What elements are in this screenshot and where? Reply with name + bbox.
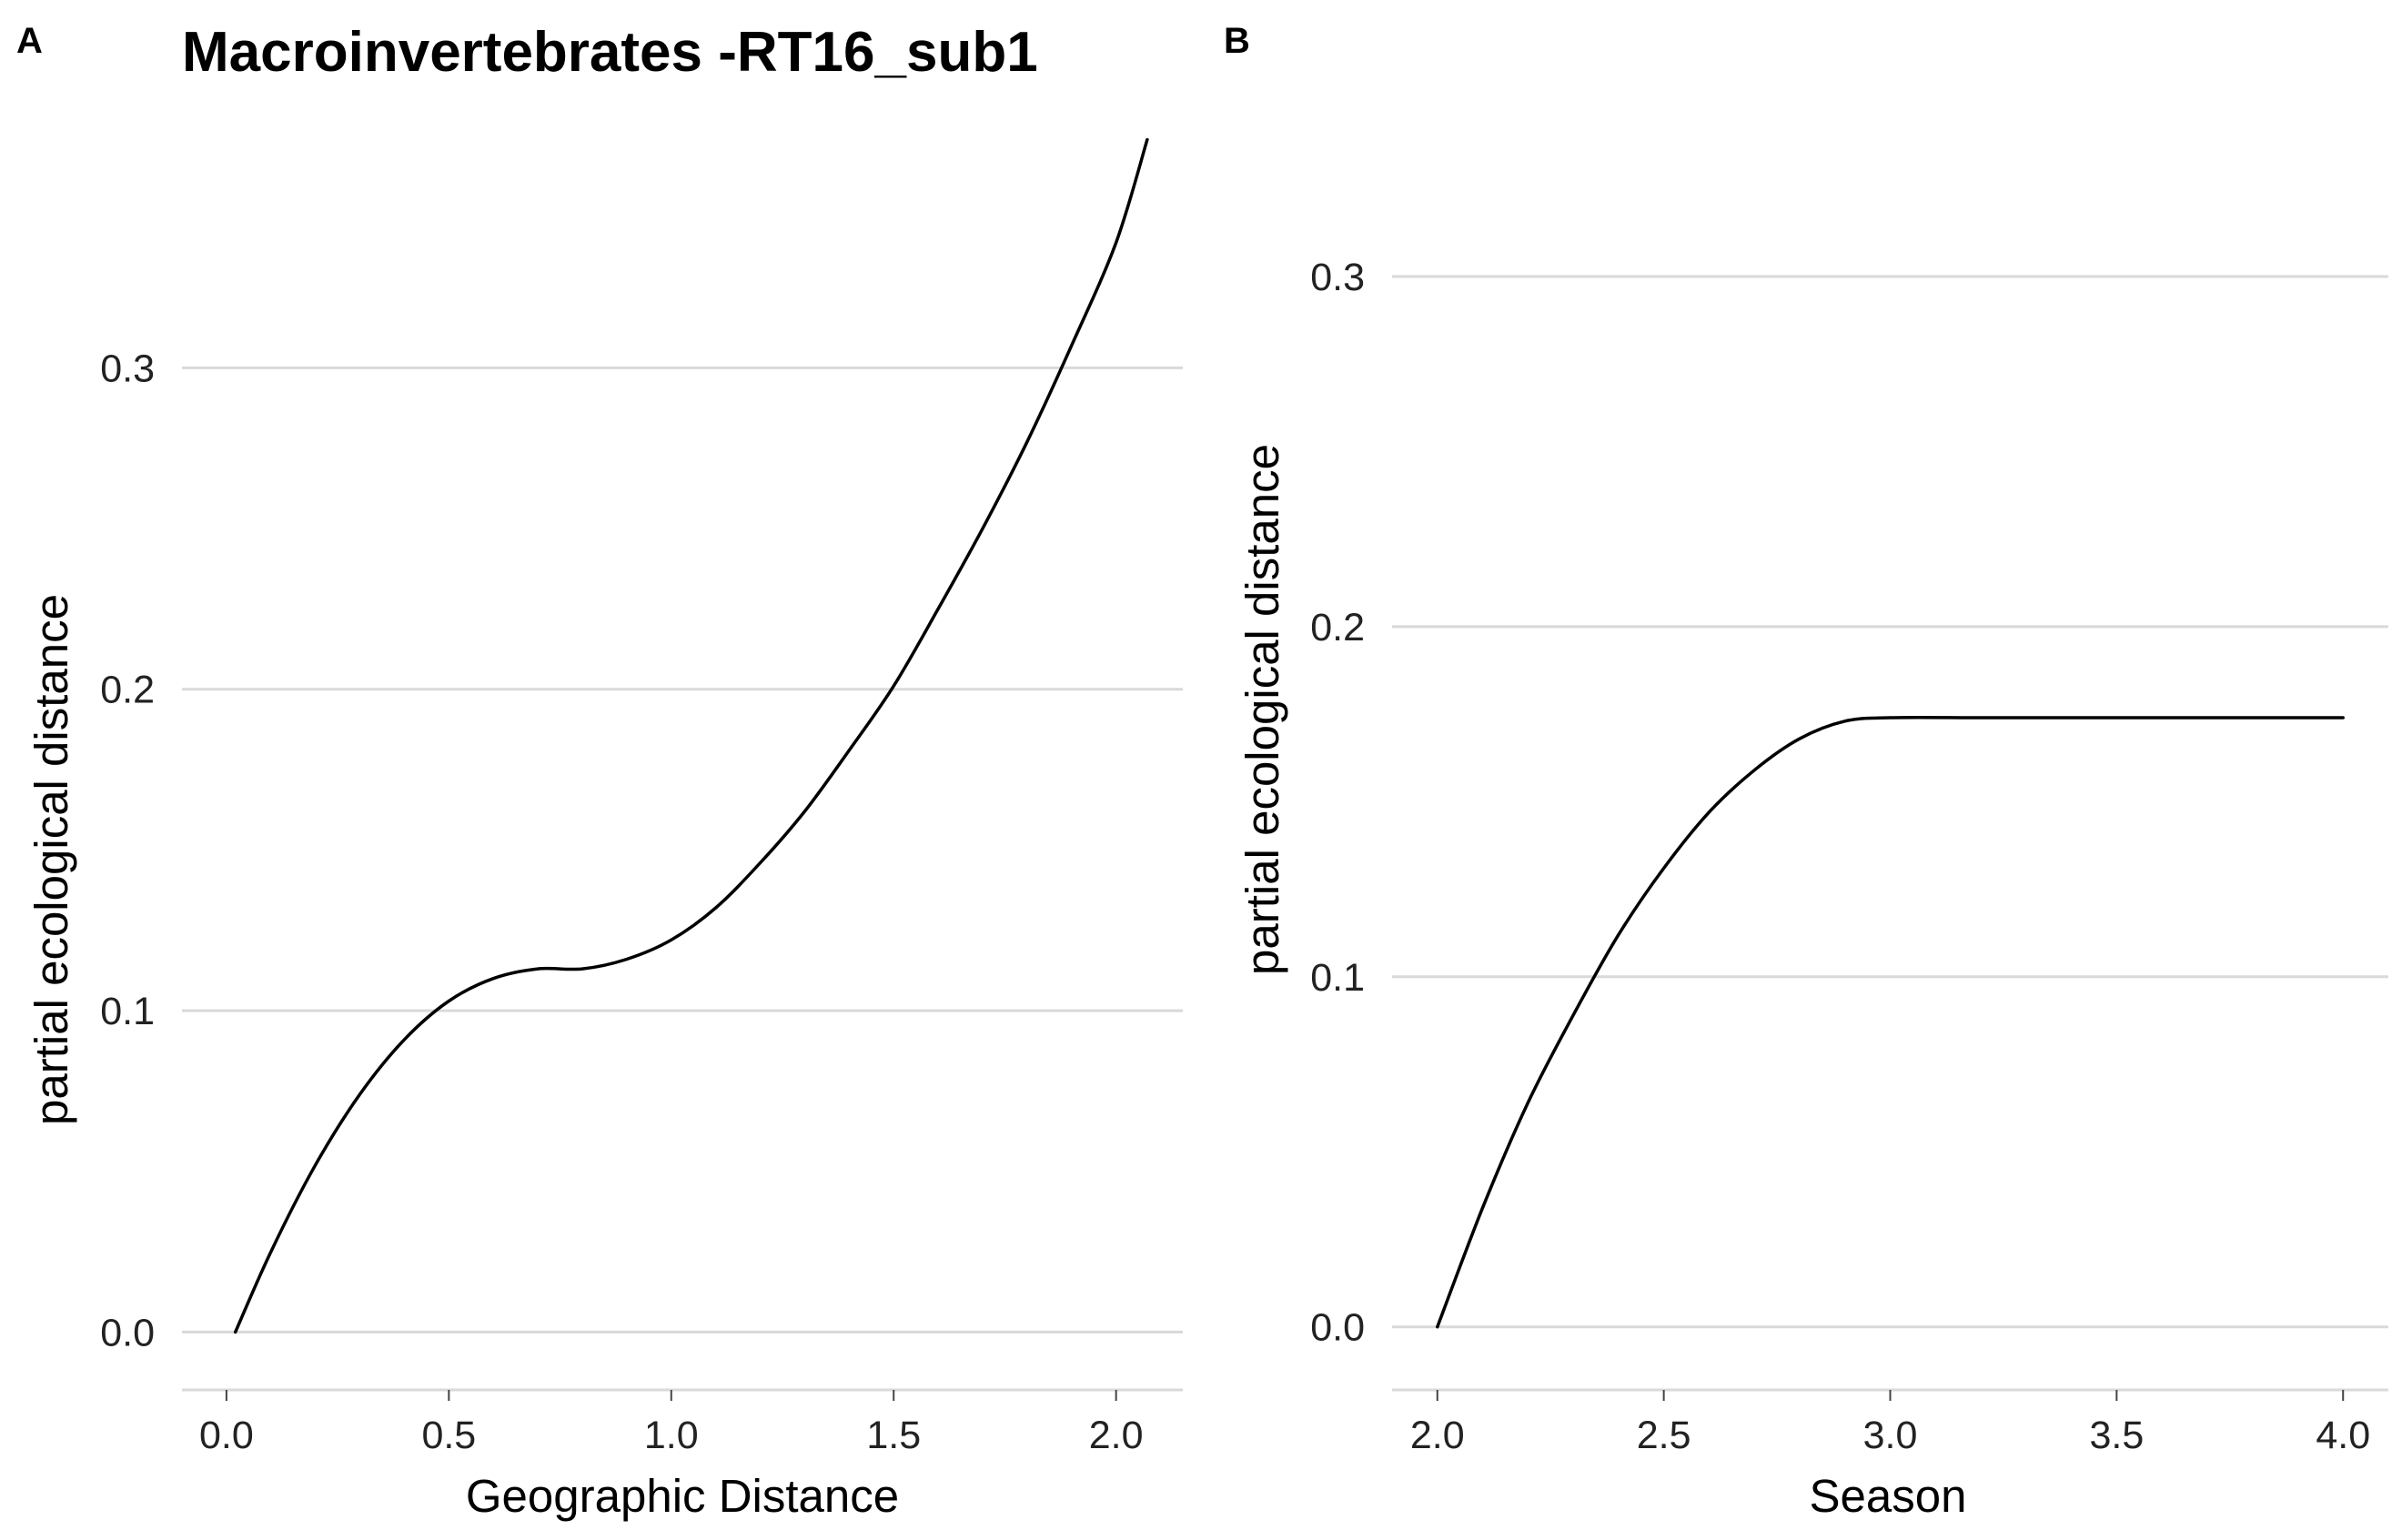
panel-b-series — [1436, 715, 2345, 1329]
panel-a-x-axis-label: Geographic Distance — [466, 1470, 899, 1522]
x-tick-label: 3.0 — [1863, 1414, 1918, 1457]
x-tick-label: 0.0 — [199, 1414, 254, 1457]
x-tick-label: 4.0 — [2316, 1414, 2370, 1457]
panel-b-y-tick-labels: 0.0 0.1 0.2 0.3 — [1310, 256, 1365, 1350]
panel-a-y-tick-labels: 0.0 0.1 0.2 0.3 — [100, 347, 155, 1354]
x-tick-label: 3.5 — [2089, 1414, 2144, 1457]
panel-a-x-tick-labels: 0.0 0.5 1.0 1.5 2.0 — [199, 1414, 1144, 1457]
x-tick-label: 1.5 — [866, 1414, 921, 1457]
y-tick-label: 0.1 — [100, 990, 155, 1033]
y-tick-label: 0.3 — [100, 347, 155, 390]
panel-a-y-axis-label: partial ecological distance — [25, 594, 77, 1125]
panel-b-letter: B — [1224, 21, 1250, 61]
panel-a-letter: A — [16, 21, 43, 61]
series-line — [1436, 715, 2345, 1329]
y-tick-label: 0.2 — [1310, 606, 1365, 649]
x-tick-label: 2.0 — [1410, 1414, 1465, 1457]
y-tick-label: 0.0 — [100, 1311, 155, 1354]
x-tick-label: 2.5 — [1637, 1414, 1691, 1457]
x-tick-label: 0.5 — [421, 1414, 476, 1457]
x-tick-label: 1.0 — [644, 1414, 699, 1457]
panel-a: A Macroinvertebrates -RT16_sub1 0.00.10.… — [16, 21, 1183, 1522]
y-tick-label: 0.2 — [100, 669, 155, 712]
panel-a-title: Macroinvertebrates -RT16_sub1 — [182, 21, 1038, 84]
panel-a-x-axis — [182, 1388, 1183, 1401]
panel-b-x-tick-labels: 2.0 2.5 3.0 3.5 4.0 — [1410, 1414, 2370, 1457]
panel-a-gridlines — [182, 366, 1183, 1334]
panel-b-x-axis-label: Season — [1810, 1470, 1967, 1522]
panel-b: B 0.0 0.1 0.2 0.3 2.0 2.5 3.0 3.5 4.0 Season pa… — [1224, 21, 2388, 1522]
y-tick-label: 0.3 — [1310, 256, 1365, 299]
y-tick-label: 0.0 — [1310, 1306, 1365, 1350]
panel-b-y-axis-label: partial ecological distance — [1236, 444, 1288, 975]
panel-b-gridlines — [1392, 275, 2388, 1329]
y-tick-label: 0.1 — [1310, 956, 1365, 1000]
panel-b-x-axis — [1392, 1388, 2388, 1401]
series-line — [233, 137, 1149, 1334]
panel-a-series — [233, 137, 1149, 1334]
x-tick-label: 2.0 — [1089, 1414, 1144, 1457]
